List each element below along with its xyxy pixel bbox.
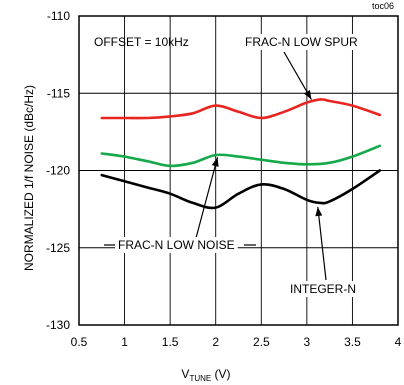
y-tick-label: -125 (46, 241, 70, 255)
y-tick-label: -120 (46, 164, 70, 178)
annotation-frac-n-low-noise: FRAC-N LOW NOISE (118, 238, 235, 252)
frac-n-low-spur-pointer (283, 51, 312, 100)
x-tick-label: 3.5 (344, 335, 361, 349)
frac-n-low-spur-arrowhead (303, 89, 312, 100)
integer-n-arrowhead (315, 206, 323, 217)
series-layer (100, 98, 382, 210)
y-axis-label: NORMALIZED 1/f NOISE (dBc/Hz) (22, 85, 36, 271)
y-tick-label: -110 (47, 9, 70, 23)
series-line-integer-n (100, 169, 382, 210)
x-tick-label: 1 (121, 335, 128, 349)
annotation-background (287, 281, 359, 297)
grid (79, 16, 398, 325)
x-tick-label: 1.5 (162, 335, 179, 349)
x-tick-label: 2.5 (253, 335, 270, 349)
frac-n-low-noise-arrowhead (211, 157, 219, 167)
y-tick-label: -130 (46, 318, 70, 332)
plot-frame (78, 15, 399, 326)
x-tick-label: 3 (304, 335, 311, 349)
annotation-integer-n: INTEGER-N (290, 282, 356, 296)
annotation-frac-n-low-spur: FRAC-N LOW SPUR (245, 35, 358, 49)
annotation-background (242, 34, 362, 50)
x-tick-label: 2 (212, 335, 219, 349)
annotation-offset: OFFSET = 10kHz (94, 35, 189, 49)
x-axis-label: VTUNE (V) (181, 367, 230, 383)
tick-labels: 0.5 1 1.5 2 2.5 3 3.5 4 -130 -125 -120 -115 -110 (46, 9, 402, 349)
series-line-frac-n-low-spur (100, 98, 382, 120)
frac-n-low-noise-pointer (195, 157, 219, 239)
annotations: OFFSET = 10kHz FRAC-N LOW SPUR FRAC-N LO… (94, 34, 362, 297)
x-tick-label: 0.5 (71, 335, 88, 349)
y-tick-label: -115 (47, 86, 70, 100)
annotation-background (115, 237, 238, 253)
integer-n-pointer (317, 206, 327, 281)
series-line-frac-n-low-noise (100, 144, 382, 168)
chart-tag: toc06 (372, 1, 394, 11)
x-tick-label: 4 (395, 335, 402, 349)
pointer-layer (104, 51, 327, 281)
